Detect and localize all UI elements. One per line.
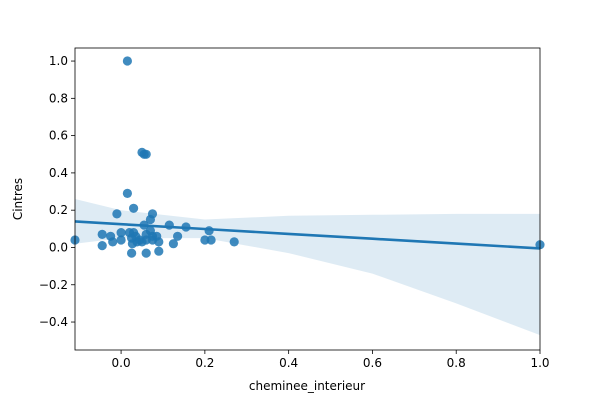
data-point <box>97 241 107 251</box>
y-axis-ticks: −0.4 −0.2 0.0 0.2 0.4 0.6 0.8 1.0 <box>39 54 75 329</box>
y-tick-label: 0.6 <box>49 129 68 143</box>
x-axis-label: cheminee_interieur <box>249 379 365 393</box>
x-tick-label: 0.6 <box>363 356 382 370</box>
y-tick-label: 0.2 <box>49 203 68 217</box>
data-point <box>122 188 132 198</box>
data-point <box>147 209 158 219</box>
confidence-band-layer <box>75 199 540 336</box>
data-point <box>116 228 126 238</box>
y-tick-label: 0.4 <box>49 166 68 180</box>
plot-frame <box>74 47 541 351</box>
data-point <box>116 235 126 245</box>
y-axis-label: Cintres <box>11 178 25 220</box>
y-tick-label: 1.0 <box>49 54 68 68</box>
data-point <box>206 235 216 245</box>
data-point <box>154 246 164 256</box>
x-axis-ticks: 0.0 0.2 0.4 0.6 0.8 1.0 <box>112 350 550 370</box>
confidence-band <box>75 199 540 336</box>
data-point <box>154 237 164 247</box>
data-point <box>97 229 107 239</box>
x-tick-label: 1.0 <box>530 356 549 370</box>
y-tick-label: −0.2 <box>39 278 68 292</box>
data-point <box>141 149 151 159</box>
points-layer <box>70 56 545 258</box>
data-point <box>108 237 118 247</box>
x-tick-label: 0.2 <box>195 356 214 370</box>
y-tick-label: −0.4 <box>39 315 68 329</box>
y-tick-label: 0.0 <box>49 240 68 254</box>
data-point <box>229 237 239 247</box>
y-tick-label: 0.8 <box>49 91 68 105</box>
regression-line-layer <box>74 220 541 250</box>
data-point <box>173 231 183 241</box>
x-tick-label: 0.0 <box>112 356 131 370</box>
data-point <box>168 239 178 249</box>
x-tick-label: 0.8 <box>447 356 466 370</box>
data-point <box>127 248 137 258</box>
data-point <box>112 209 122 219</box>
data-point <box>122 56 132 66</box>
data-point <box>141 248 151 258</box>
regression-line <box>74 220 541 250</box>
x-tick-label: 0.4 <box>279 356 298 370</box>
data-point <box>129 203 139 213</box>
